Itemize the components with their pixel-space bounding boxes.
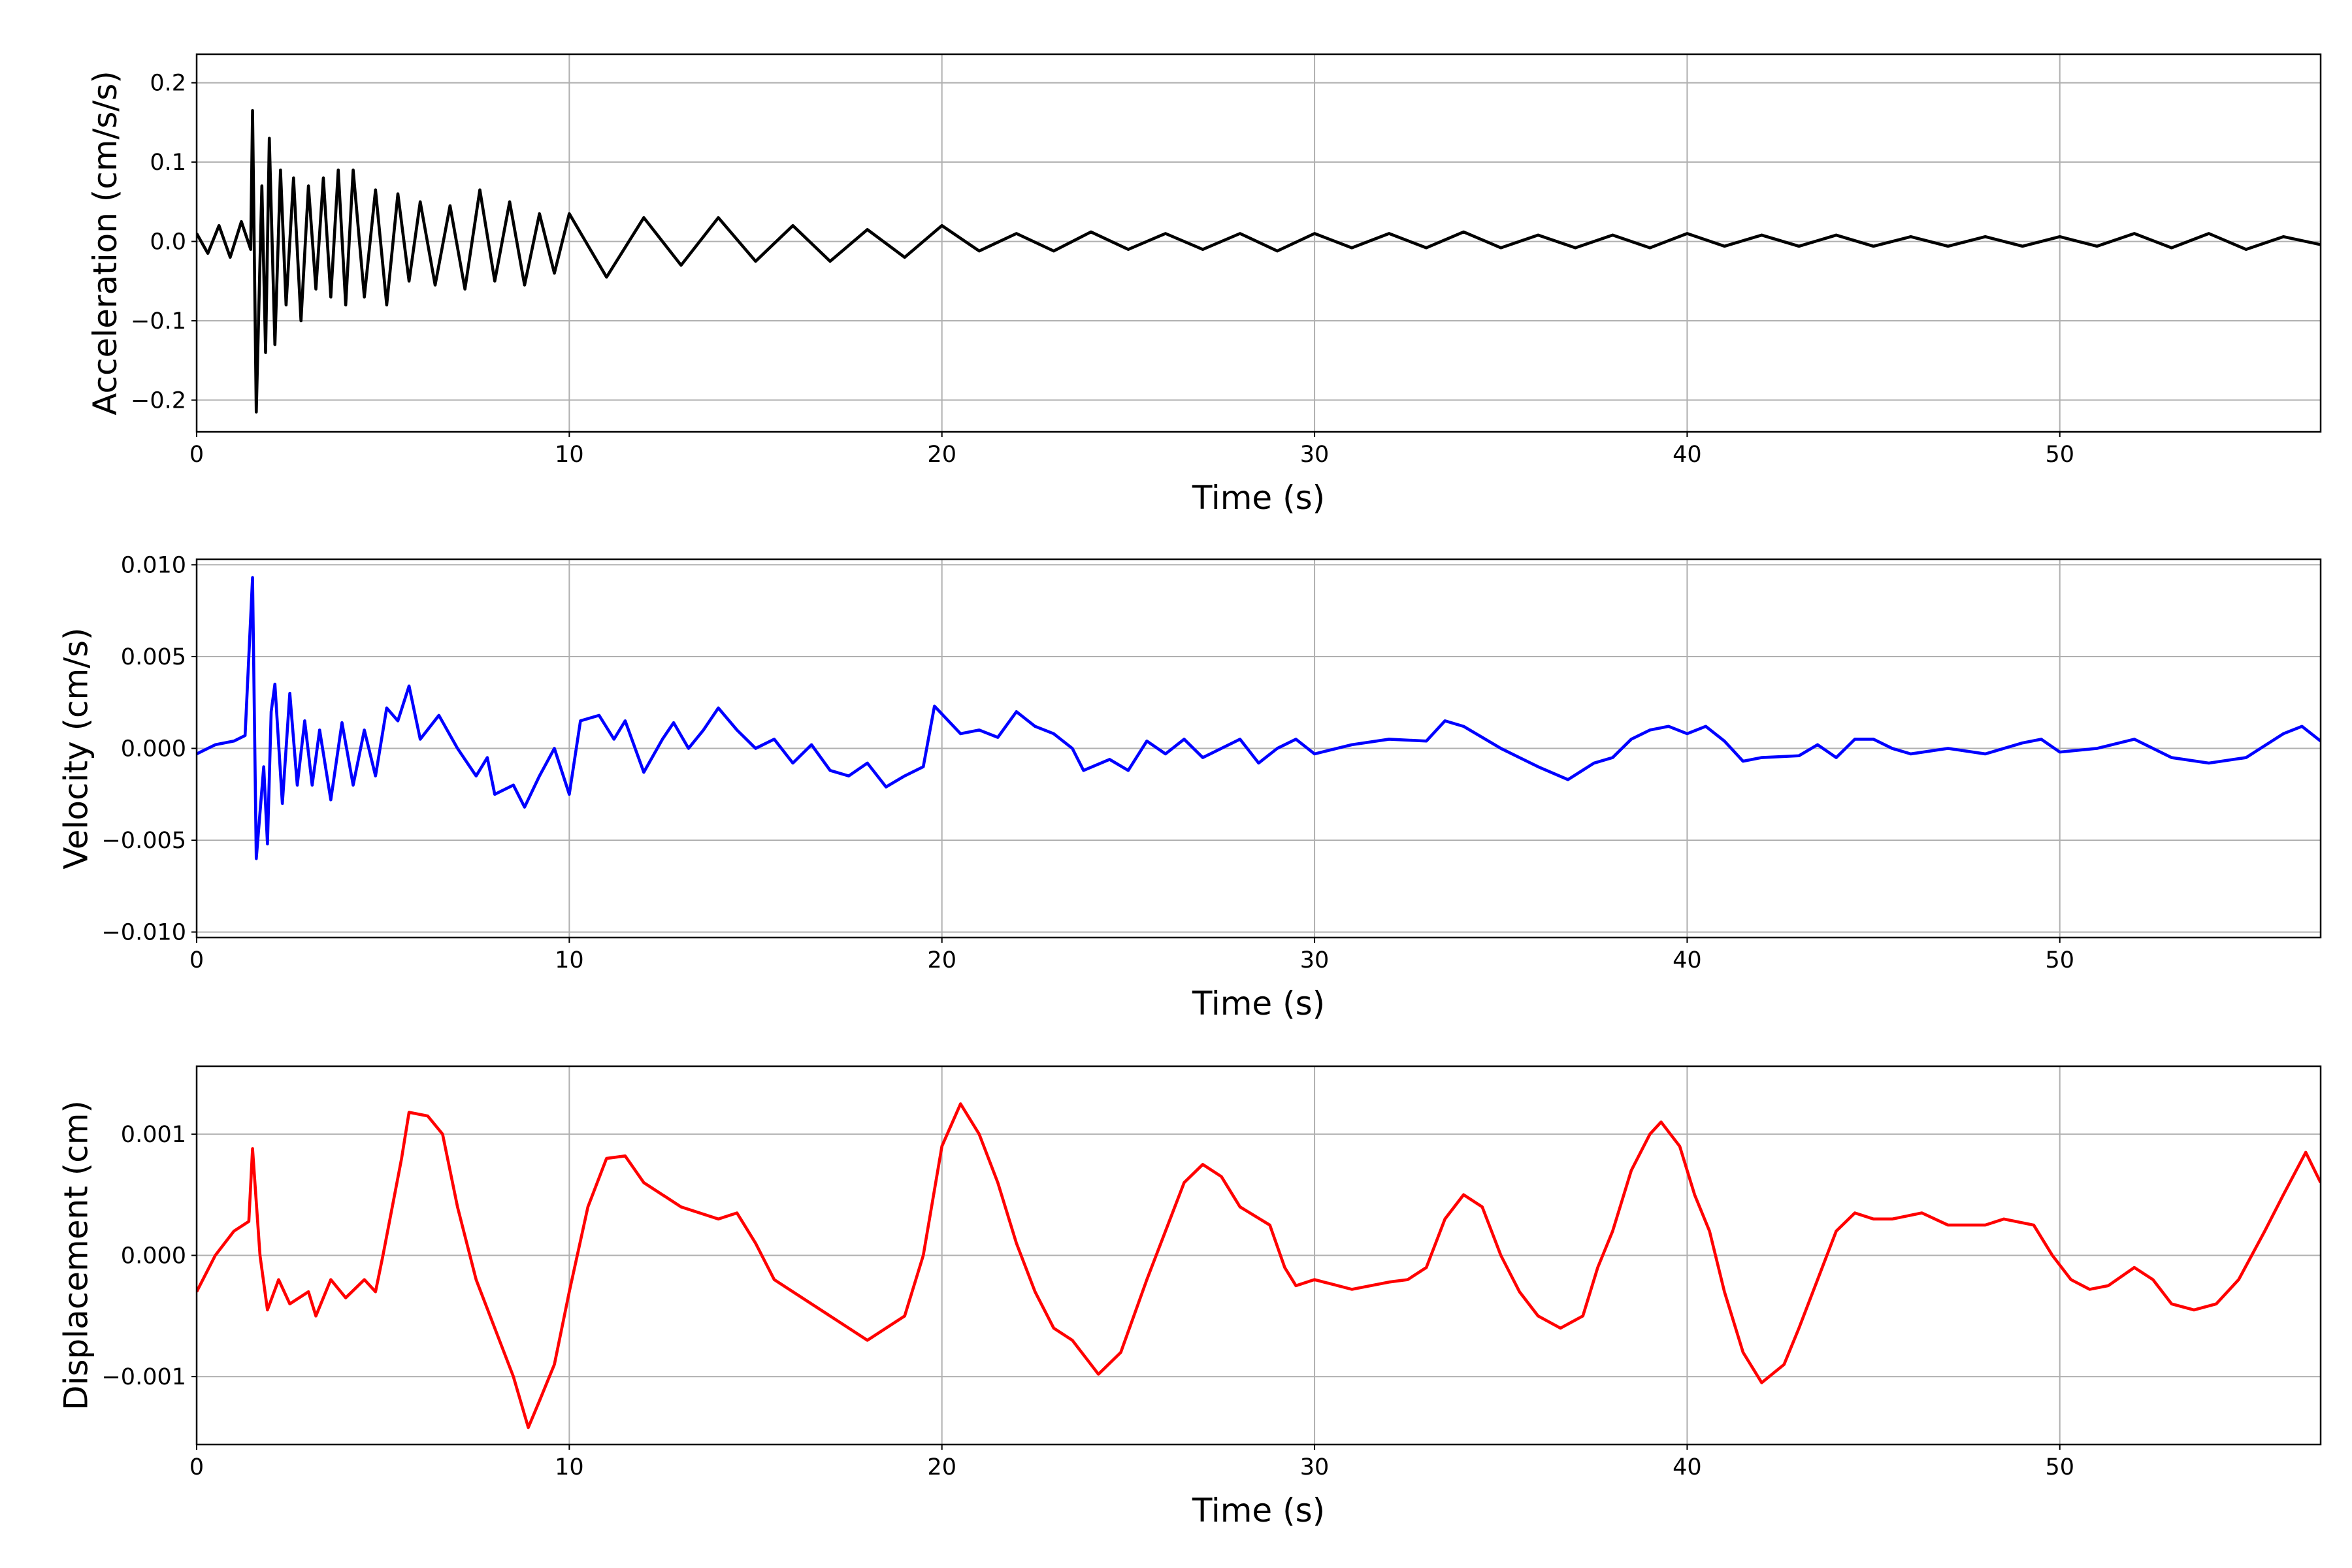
- x-tick-label: 30: [1300, 1454, 1330, 1480]
- y-tick-label: −0.005: [101, 828, 186, 854]
- x-axis-label: Time (s): [1192, 985, 1325, 1022]
- y-tick-label: 0.0: [150, 229, 186, 255]
- data-line: [197, 576, 2321, 860]
- x-axis-label: Time (s): [1192, 1492, 1325, 1529]
- x-tick-label: 50: [2045, 947, 2074, 973]
- x-tick-label: 20: [927, 947, 956, 973]
- x-tick-label: 0: [189, 442, 204, 468]
- subplot: 0 10 20 30 40 50 −0.2 −0.1 0.0 0.1 0.2 Time (s) Acce…: [86, 53, 2322, 517]
- x-tick-label: 50: [2045, 1454, 2074, 1480]
- x-tick-label: 10: [555, 1454, 584, 1480]
- x-axis-label: Time (s): [1192, 479, 1325, 517]
- y-axis-label: Acceleration (cm/s/s): [86, 71, 124, 416]
- y-tick-label: 0.001: [121, 1122, 186, 1148]
- x-tick-label: 40: [1673, 1454, 1702, 1480]
- axes-frame: [195, 558, 2322, 939]
- x-tick-label: 10: [555, 947, 584, 973]
- data-line: [197, 1102, 2321, 1429]
- x-tick-label: 10: [555, 442, 584, 468]
- x-tick-label: 20: [927, 442, 956, 468]
- x-tick-label: 40: [1673, 442, 1702, 468]
- y-axis-label: Velocity (cm/s): [57, 627, 95, 869]
- x-tick-label: 20: [927, 1454, 956, 1480]
- axes-frame: [195, 1065, 2322, 1446]
- x-tick-label: 40: [1673, 947, 1702, 973]
- x-tick-label: 30: [1300, 947, 1330, 973]
- y-tick-label: −0.010: [101, 920, 186, 946]
- y-axis-label: Displacement (cm): [57, 1100, 95, 1411]
- axes-frame: [195, 53, 2322, 433]
- y-tick-label: 0.1: [150, 150, 186, 176]
- y-tick-label: 0.010: [121, 552, 186, 578]
- y-tick-label: 0.000: [121, 1243, 186, 1269]
- y-tick-label: −0.1: [131, 308, 186, 335]
- x-tick-label: 0: [189, 1454, 204, 1480]
- data-line: [197, 108, 2321, 414]
- y-tick-label: 0.005: [121, 644, 186, 670]
- x-tick-label: 0: [189, 947, 204, 973]
- x-tick-label: 50: [2045, 442, 2074, 468]
- x-tick-label: 30: [1300, 442, 1330, 468]
- y-tick-label: −0.2: [131, 387, 186, 414]
- y-tick-label: −0.001: [101, 1364, 186, 1390]
- y-tick-label: 0.2: [150, 71, 186, 97]
- subplot: 0 10 20 30 40 50 −0.010 −0.005 0.000 0.005 0.010 Ti…: [57, 552, 2322, 1022]
- y-tick-label: 0.000: [121, 736, 186, 762]
- subplot: 0 10 20 30 40 50 −0.001 0.000 0.001 Time (s) Displ…: [57, 1065, 2322, 1529]
